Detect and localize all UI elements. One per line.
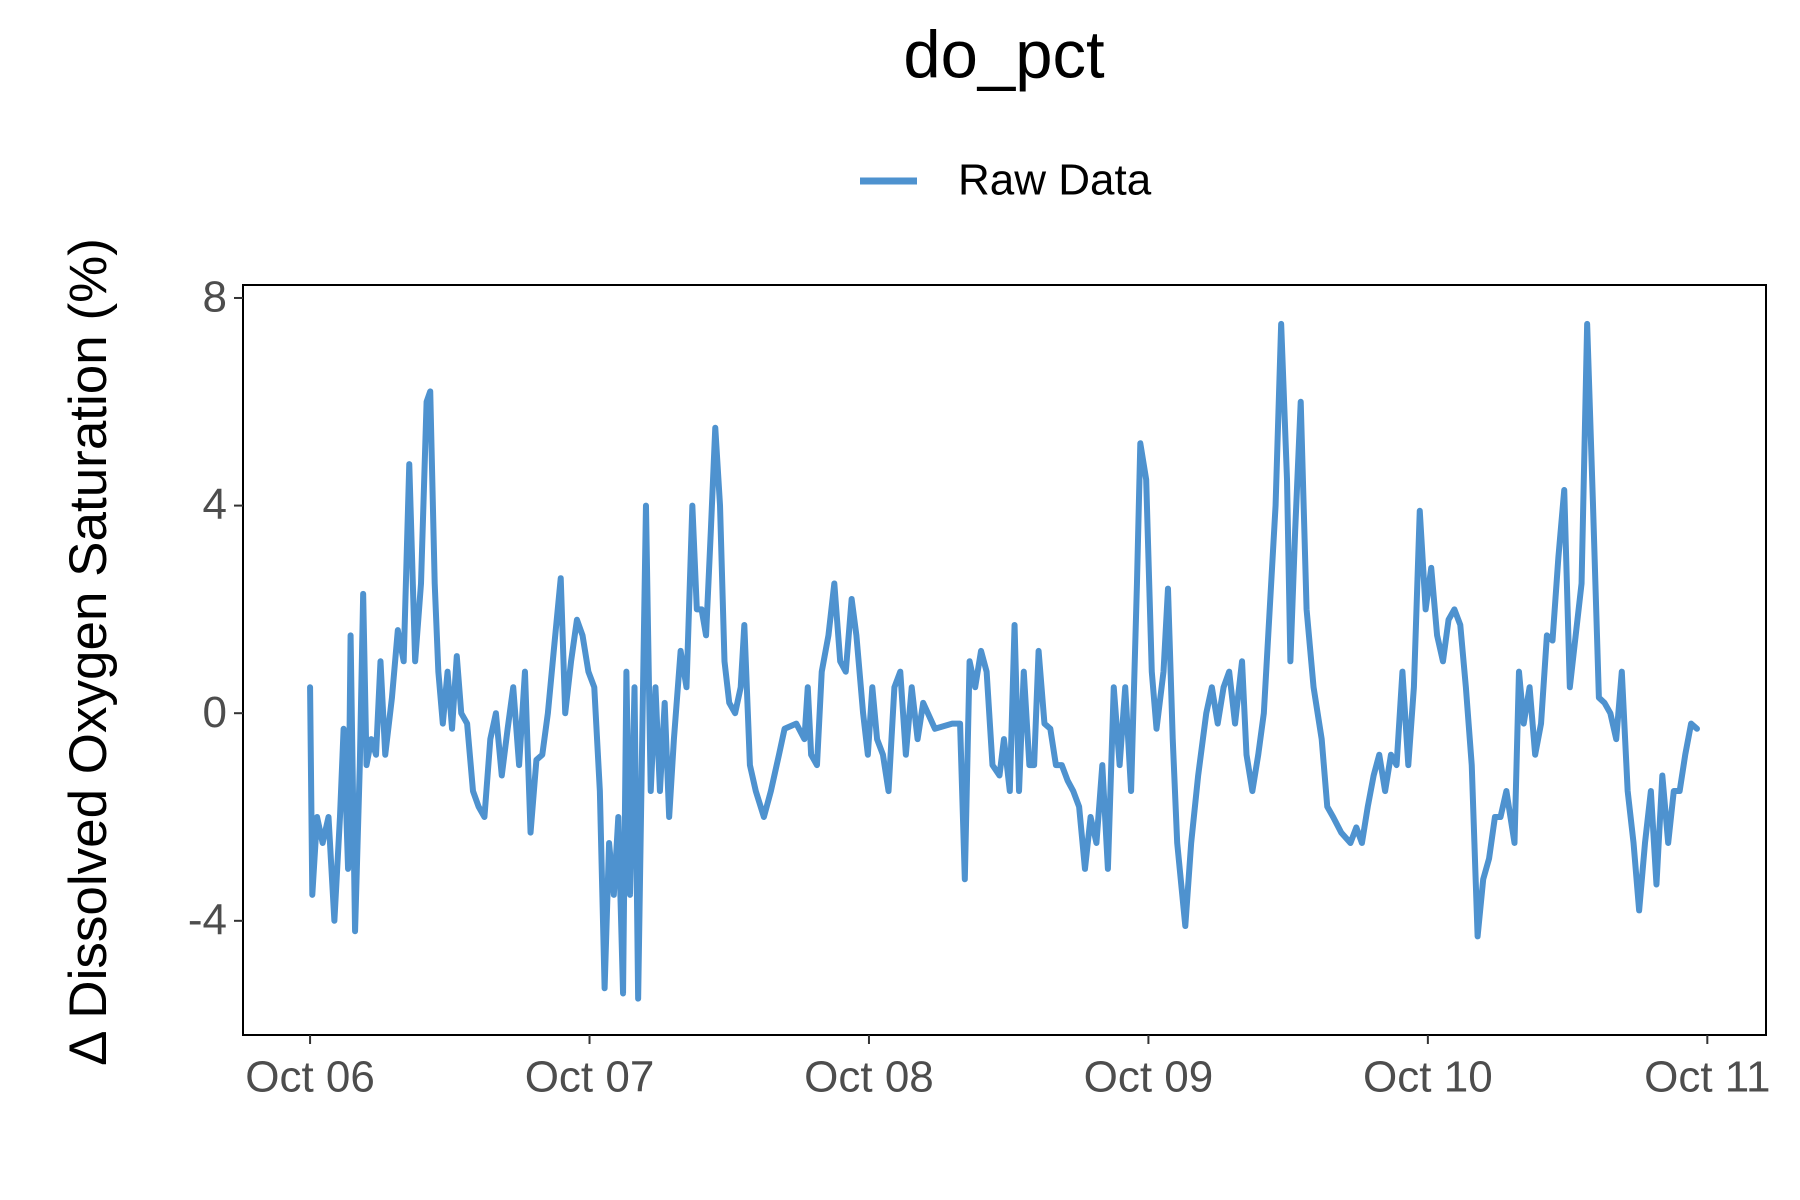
legend-label: Raw Data — [958, 156, 1152, 205]
y-tick-label: 0 — [203, 688, 227, 737]
data-line — [307, 320, 1700, 1002]
y-tick-label: 4 — [203, 480, 227, 529]
x-tick-label: Oct 07 — [525, 1053, 655, 1102]
y-tick-label: 8 — [203, 273, 227, 322]
plot-panel — [242, 284, 1767, 1036]
y-axis-label: Δ Dissolved Oxygen Saturation (%) — [59, 238, 118, 1066]
x-tick-label: Oct 10 — [1363, 1053, 1493, 1102]
y-tick-label: -4 — [188, 895, 227, 944]
chart-title: do_pct — [903, 18, 1105, 93]
x-tick-label: Oct 11 — [1644, 1053, 1770, 1102]
x-tick-label: Oct 09 — [1084, 1053, 1214, 1102]
x-tick-label: Oct 06 — [245, 1053, 375, 1102]
x-tick-label: Oct 08 — [804, 1053, 934, 1102]
